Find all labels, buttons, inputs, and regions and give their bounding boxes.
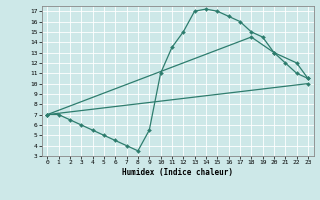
- X-axis label: Humidex (Indice chaleur): Humidex (Indice chaleur): [122, 168, 233, 177]
